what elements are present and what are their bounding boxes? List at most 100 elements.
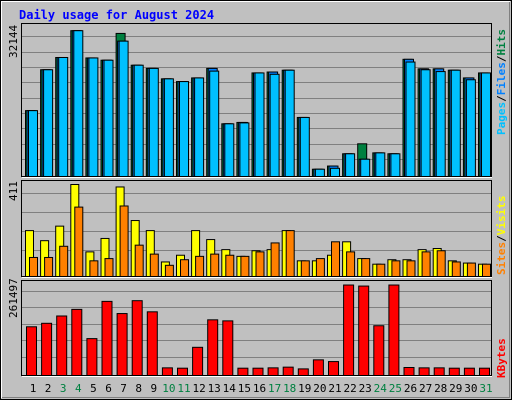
legend-visits: Visits <box>495 196 508 236</box>
bar-visits-day-21 <box>331 241 340 277</box>
bar-pages-day-17 <box>269 73 280 177</box>
bar-visits-day-9 <box>149 253 159 277</box>
bar-pages-day-8 <box>133 64 144 177</box>
bar-pages-day-30 <box>465 79 476 177</box>
bar-pages-day-1 <box>28 110 38 177</box>
x-label-day-6: 6 <box>105 382 112 395</box>
x-label-day-11: 11 <box>177 382 190 395</box>
x-label-day-18: 18 <box>283 382 296 395</box>
x-label-day-30: 30 <box>464 382 477 395</box>
x-label-day-19: 19 <box>298 382 311 395</box>
bar-visits-day-12 <box>195 255 205 277</box>
bar-visits-day-29 <box>451 261 461 278</box>
bar-visits-day-28 <box>436 250 446 277</box>
bar-kbytes-day-6 <box>101 300 113 376</box>
legend-hits-files-pages: Pages/Files/Hits <box>495 29 508 135</box>
x-label-day-15: 15 <box>238 382 251 395</box>
bar-kbytes-day-17 <box>267 367 279 377</box>
bar-kbytes-day-5 <box>86 338 98 377</box>
bar-visits-day-5 <box>89 260 99 278</box>
x-label-day-5: 5 <box>90 382 97 395</box>
x-axis-day-labels: 1 2 3 4 5 6 7 8 9 10 11 12 13 14 15 16 17 18 19 20 21 22 23 24 2… <box>30 382 493 395</box>
legend-sep-1: / <box>495 95 508 102</box>
legend-pages: Pages <box>495 102 508 135</box>
bar-kbytes-day-24 <box>373 325 385 376</box>
bar-kbytes-day-27 <box>418 367 430 377</box>
y-max-label-hits: 32144 <box>7 25 20 58</box>
bar-pages-day-24 <box>375 152 386 178</box>
x-label-day-24: 24 <box>374 382 388 395</box>
bar-visits-day-3 <box>59 245 69 277</box>
bar-pages-day-11 <box>179 81 189 177</box>
x-label-day-26: 26 <box>404 382 417 395</box>
x-label-day-16: 16 <box>253 382 266 395</box>
bar-visits-day-8 <box>134 244 144 278</box>
x-label-day-22: 22 <box>343 382 356 395</box>
bar-kbytes-day-19 <box>297 368 309 376</box>
x-label-day-2: 2 <box>45 382 52 395</box>
bar-pages-day-3 <box>58 56 69 177</box>
bar-kbytes-day-22 <box>343 284 355 377</box>
bar-kbytes-day-20 <box>312 359 324 377</box>
chart-title: Daily usage for August 2024 <box>19 8 214 22</box>
bar-kbytes-day-1 <box>26 326 37 377</box>
legend-kbytes: KBytes <box>495 338 508 378</box>
bar-pages-day-29 <box>450 69 461 177</box>
bar-pages-day-21 <box>330 167 340 178</box>
bar-visits-day-31 <box>482 263 491 278</box>
bar-kbytes-day-30 <box>463 367 475 377</box>
bar-visits-day-26 <box>406 260 416 278</box>
bar-kbytes-day-31 <box>479 367 490 377</box>
bar-pages-day-19 <box>299 116 310 177</box>
bar-kbytes-day-10 <box>161 367 173 377</box>
bar-pages-day-27 <box>420 69 431 177</box>
bar-kbytes-day-25 <box>388 284 400 377</box>
bar-kbytes-day-26 <box>403 366 415 377</box>
x-label-day-9: 9 <box>150 382 157 395</box>
x-label-day-31: 31 <box>479 382 492 395</box>
x-label-day-28: 28 <box>434 382 447 395</box>
bar-pages-day-15 <box>239 122 250 178</box>
bar-visits-day-7 <box>119 205 129 277</box>
bar-visits-day-22 <box>346 251 356 278</box>
bar-visits-day-13 <box>210 253 220 277</box>
bar-visits-day-10 <box>164 264 174 278</box>
bar-pages-day-10 <box>163 78 174 177</box>
bar-pages-day-20 <box>314 168 325 177</box>
bar-pages-day-25 <box>390 153 401 178</box>
y-max-label-visits: 411 <box>7 181 20 201</box>
bar-kbytes-day-14 <box>222 320 234 376</box>
bar-pages-day-16 <box>254 72 265 177</box>
bar-visits-day-1 <box>29 256 38 277</box>
bar-pages-day-22 <box>345 153 356 178</box>
bar-pages-day-28 <box>435 71 446 177</box>
bar-pages-day-23 <box>360 158 371 178</box>
bar-kbytes-day-2 <box>41 322 53 376</box>
bar-kbytes-day-9 <box>146 311 158 377</box>
bar-pages-day-26 <box>405 61 416 177</box>
bar-visits-day-15 <box>240 255 250 277</box>
bar-kbytes-day-15 <box>237 367 249 377</box>
legend-files: Files <box>495 62 508 95</box>
bar-kbytes-day-11 <box>177 367 188 377</box>
bar-pages-day-7 <box>118 40 129 177</box>
x-label-day-8: 8 <box>135 382 142 395</box>
bar-kbytes-day-12 <box>192 346 204 376</box>
x-label-day-10: 10 <box>162 382 175 395</box>
x-label-day-29: 29 <box>449 382 462 395</box>
x-label-day-7: 7 <box>120 382 127 395</box>
bar-visits-day-17 <box>270 242 280 277</box>
bar-pages-day-5 <box>88 57 99 177</box>
x-label-day-12: 12 <box>192 382 205 395</box>
bar-visits-day-20 <box>315 258 325 278</box>
bar-kbytes-day-18 <box>282 366 294 377</box>
bar-kbytes-day-3 <box>56 315 68 376</box>
bar-kbytes-day-23 <box>358 285 370 376</box>
legend-sites: Sites <box>495 242 508 275</box>
bar-pages-day-14 <box>224 123 235 177</box>
bar-visits-day-2 <box>44 256 54 277</box>
y-max-label-kbytes: 261497 <box>7 278 20 318</box>
